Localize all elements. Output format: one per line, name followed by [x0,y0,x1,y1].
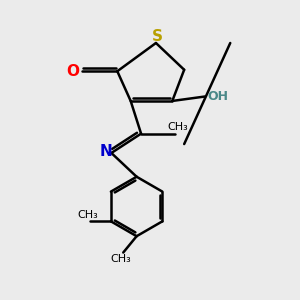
Text: OH: OH [207,90,228,103]
Text: N: N [100,144,112,159]
Text: CH₃: CH₃ [167,122,188,132]
Text: O: O [66,64,79,79]
Text: CH₃: CH₃ [110,254,131,264]
Text: CH₃: CH₃ [77,210,98,220]
Text: S: S [152,29,163,44]
